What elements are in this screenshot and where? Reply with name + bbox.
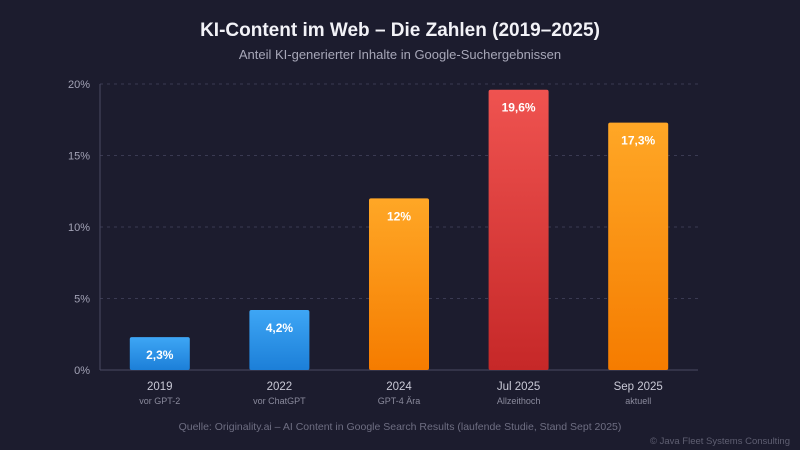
- chart-subtitle: Anteil KI-generierter Inhalte in Google-…: [238, 47, 562, 62]
- copyright-note: © Java Fleet Systems Consulting: [649, 436, 790, 447]
- x-category-label: Sep 2025: [614, 381, 663, 393]
- bar-value-label: 19,6%: [502, 101, 536, 115]
- y-tick-label: 20%: [68, 79, 90, 91]
- bar-value-label: 12%: [387, 209, 411, 223]
- bar-jul-2025: [488, 89, 549, 370]
- y-tick-label: 15%: [68, 151, 90, 163]
- x-category-sublabel: vor GPT-2: [139, 396, 180, 406]
- bar-2022: [249, 309, 310, 370]
- bar-2024: [369, 198, 429, 370]
- bar-sep-2025: [608, 122, 669, 370]
- source-note: Quelle: Originality.ai – AI Content in G…: [178, 421, 622, 433]
- bar-value-label: 4,2%: [266, 321, 294, 335]
- x-category-label: Jul 2025: [497, 381, 540, 393]
- y-tick-label: 10%: [68, 222, 90, 234]
- bar-value-label: 17,3%: [621, 134, 655, 148]
- x-category-sublabel: GPT-4 Ära: [378, 396, 421, 406]
- bar-value-label: 2,3%: [146, 348, 174, 362]
- y-tick-label: 0%: [74, 365, 90, 377]
- x-category-label: 2022: [267, 381, 293, 393]
- chart-title: KI-Content im Web – Die Zahlen (2019–202…: [200, 20, 600, 41]
- x-category-sublabel: Allzeithoch: [497, 396, 541, 406]
- y-tick-label: 5%: [74, 294, 90, 306]
- x-category-sublabel: aktuell: [625, 396, 651, 406]
- bar-2019: [129, 337, 190, 370]
- x-category-label: 2019: [147, 381, 173, 393]
- x-category-sublabel: vor ChatGPT: [253, 396, 306, 406]
- x-category-label: 2024: [386, 381, 412, 393]
